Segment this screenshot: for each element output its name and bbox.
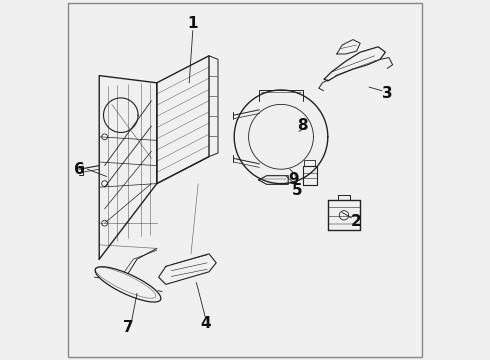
Circle shape xyxy=(102,181,107,186)
Text: 5: 5 xyxy=(292,183,302,198)
Circle shape xyxy=(102,220,107,226)
Text: 3: 3 xyxy=(382,86,392,101)
Text: 9: 9 xyxy=(288,172,299,188)
Text: 1: 1 xyxy=(188,16,198,31)
Text: 2: 2 xyxy=(351,214,362,229)
Text: 6: 6 xyxy=(74,162,85,177)
Circle shape xyxy=(102,134,107,140)
Text: 7: 7 xyxy=(122,320,133,335)
Text: 8: 8 xyxy=(297,118,308,134)
Text: 4: 4 xyxy=(200,316,211,332)
